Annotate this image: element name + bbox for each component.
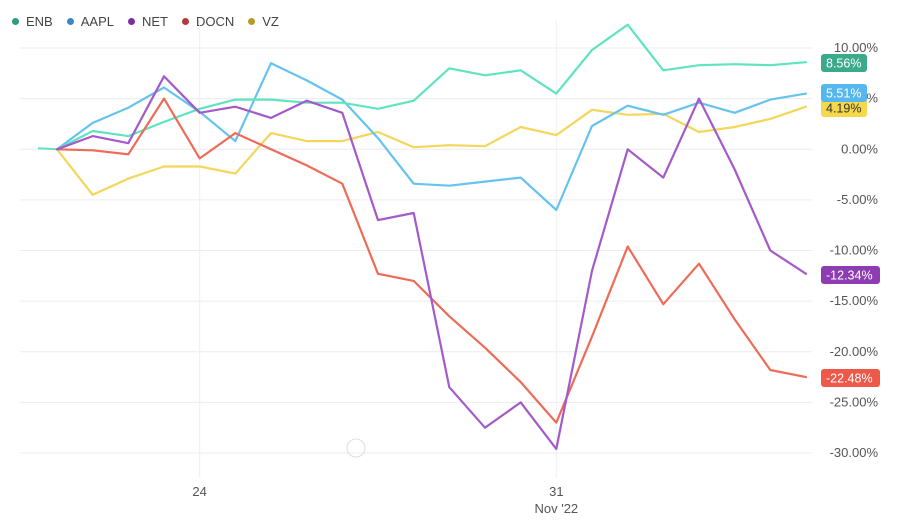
legend-dot-net <box>127 18 135 25</box>
end-value-badges: 8.56% 4.19%5.51% -12.34% -22.48% <box>821 54 880 387</box>
legend-item-docn[interactable]: DOCN <box>181 14 235 29</box>
legend-dot-enb <box>12 18 19 25</box>
end-label-net: -12.34% <box>821 266 880 284</box>
x-tick-sublabel: Nov '22 <box>534 501 578 516</box>
end-label-bg <box>821 369 880 387</box>
series-line-aapl[interactable] <box>55 62 808 212</box>
grid-layer <box>20 47 812 454</box>
y-axis-ticks: 10.00%5.00%0.00%-5.00%-10.00%-15.00%-20.… <box>830 40 879 460</box>
end-label-text: 4.19% <box>826 102 861 116</box>
series-layer <box>37 23 808 450</box>
legend-dot-vz <box>248 18 256 25</box>
end-label-text: -12.34% <box>826 269 873 283</box>
legend-label-enb: ENB <box>26 14 53 29</box>
legend-label-net: NET <box>141 14 168 29</box>
series-line-net[interactable] <box>55 75 808 450</box>
legend-label-vz: VZ <box>262 14 279 29</box>
end-label-bg <box>821 54 867 72</box>
end-label-bg <box>821 84 867 102</box>
series-line-enb[interactable] <box>55 23 808 151</box>
legend-label-docn: DOCN <box>195 14 235 29</box>
end-label-aapl: 5.51% <box>821 84 867 102</box>
y-tick-label: -10.00% <box>830 243 879 258</box>
end-label-text: 8.56% <box>826 57 861 71</box>
legend-item-vz[interactable]: VZ <box>248 14 279 29</box>
y-tick-label: 0.00% <box>841 141 878 156</box>
chart-legend: ENB AAPL NET DOCN VZ <box>12 14 279 29</box>
end-label-bg <box>821 266 880 284</box>
series-line-vz[interactable] <box>55 105 808 196</box>
y-tick-label: -25.00% <box>830 394 879 409</box>
end-label-docn: -22.48% <box>821 369 880 387</box>
legend-dot-docn <box>181 18 189 25</box>
end-label-enb: 8.56% <box>821 54 867 72</box>
y-tick-label: -30.00% <box>830 445 879 460</box>
end-label-bg <box>821 99 867 117</box>
legend-item-enb[interactable]: ENB <box>12 14 53 29</box>
cursor-marker[interactable] <box>346 438 366 458</box>
legend-dot-aapl <box>66 18 74 25</box>
end-label-text: -22.48% <box>826 372 873 386</box>
x-tick-label: 31 <box>549 484 563 499</box>
end-label-text: 5.51% <box>826 87 861 101</box>
legend-item-net[interactable]: NET <box>127 14 168 29</box>
legend-label-aapl: AAPL <box>80 14 114 29</box>
end-label-vz: 4.19% <box>821 99 867 117</box>
y-tick-label: -20.00% <box>830 344 879 359</box>
series-line-enb-lead <box>37 147 58 151</box>
x-tick-label: 24 <box>192 484 206 499</box>
legend-item-aapl[interactable]: AAPL <box>66 14 114 29</box>
y-tick-label: -15.00% <box>830 293 879 308</box>
y-tick-label: 10.00% <box>834 40 879 55</box>
y-tick-label: -5.00% <box>837 192 879 207</box>
